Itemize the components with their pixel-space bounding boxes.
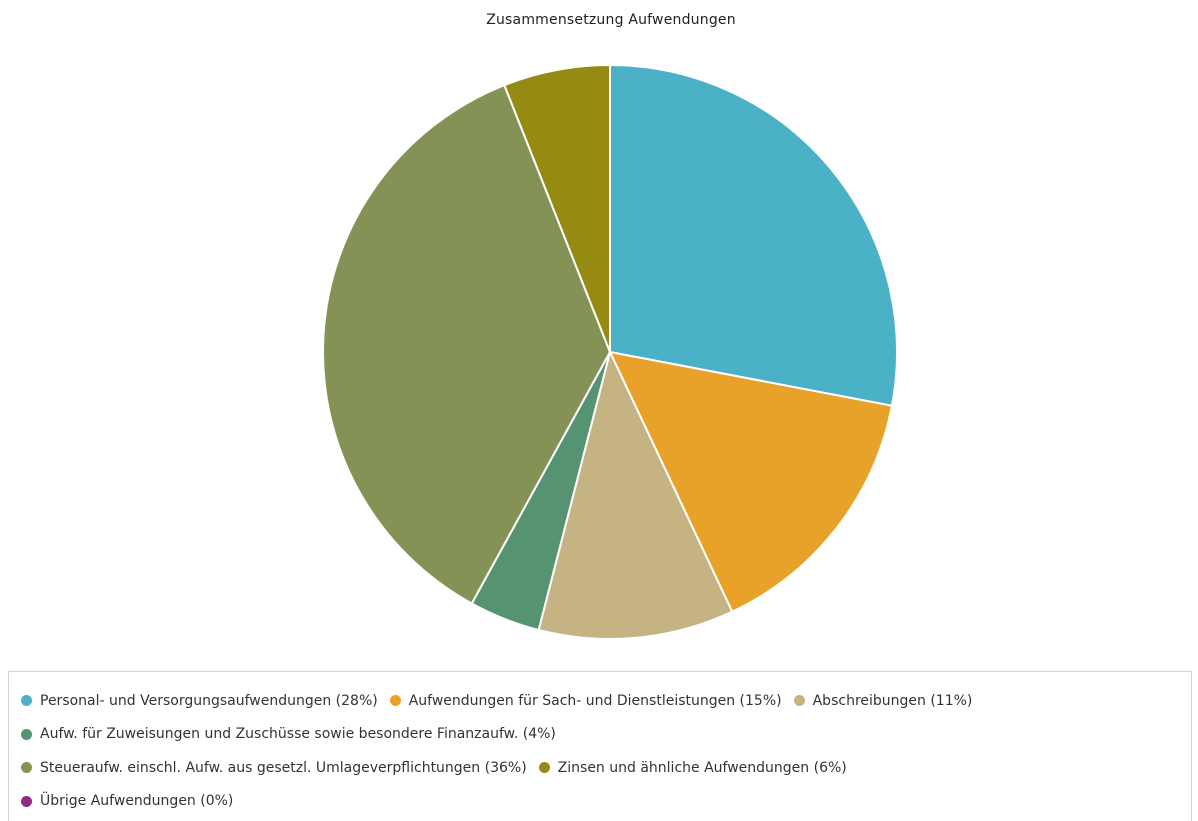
legend-label: Steueraufw. einschl. Aufw. aus gesetzl. … (40, 759, 527, 776)
pie-chart (322, 64, 898, 640)
legend-label: Übrige Aufwendungen (0%) (40, 793, 234, 810)
pie-slice-0[interactable] (609, 64, 898, 407)
legend-dot-icon (389, 695, 401, 707)
pie-slice-2[interactable] (537, 351, 734, 640)
legend-item[interactable]: Abschreibungen (11%) (793, 692, 973, 709)
pie-slice-5[interactable] (503, 64, 611, 353)
legend-dot-icon (21, 762, 32, 774)
legend-label: Personal- und Versorgungsaufwendungen (2… (40, 692, 378, 709)
legend-row: Steueraufw. einschl. Aufw. aus gesetzl. … (21, 751, 1191, 785)
legend-label: Abschreibungen (11%) (812, 692, 973, 709)
legend-item[interactable]: Steueraufw. einschl. Aufw. aus gesetzl. … (21, 760, 527, 776)
legend-item[interactable]: Personal- und Versorgungsaufwendungen (2… (21, 693, 378, 709)
legend-dot-icon (21, 695, 32, 707)
legend-dot-icon (793, 695, 805, 707)
legend-item[interactable]: Aufwendungen für Sach- und Dienstleistun… (389, 692, 782, 709)
legend-label: Aufw. für Zuweisungen und Zuschüsse sowi… (40, 726, 556, 743)
legend-item[interactable]: Aufw. für Zuweisungen und Zuschüsse sowi… (21, 726, 556, 742)
legend-row: Aufw. für Zuweisungen und Zuschüsse sowi… (21, 718, 1191, 752)
legend-dot-icon (538, 762, 550, 774)
legend-label: Aufwendungen für Sach- und Dienstleistun… (408, 692, 782, 709)
pie-slice-4[interactable] (322, 84, 611, 605)
legend-item[interactable]: Übrige Aufwendungen (0%) (21, 793, 233, 809)
legend: Personal- und Versorgungsaufwendungen (2… (8, 671, 1192, 821)
legend-label: Zinsen und ähnliche Aufwendungen (6%) (557, 759, 847, 776)
pie-slice-1[interactable] (609, 351, 893, 613)
legend-row: Übrige Aufwendungen (0%) (21, 785, 1191, 819)
legend-dot-icon (21, 728, 32, 740)
legend-dot-icon (21, 795, 32, 807)
legend-row: Personal- und Versorgungsaufwendungen (2… (21, 684, 1191, 718)
chart-title: Zusammensetzung Aufwendungen (486, 12, 736, 28)
legend-item[interactable]: Zinsen und ähnliche Aufwendungen (6%) (538, 759, 847, 776)
